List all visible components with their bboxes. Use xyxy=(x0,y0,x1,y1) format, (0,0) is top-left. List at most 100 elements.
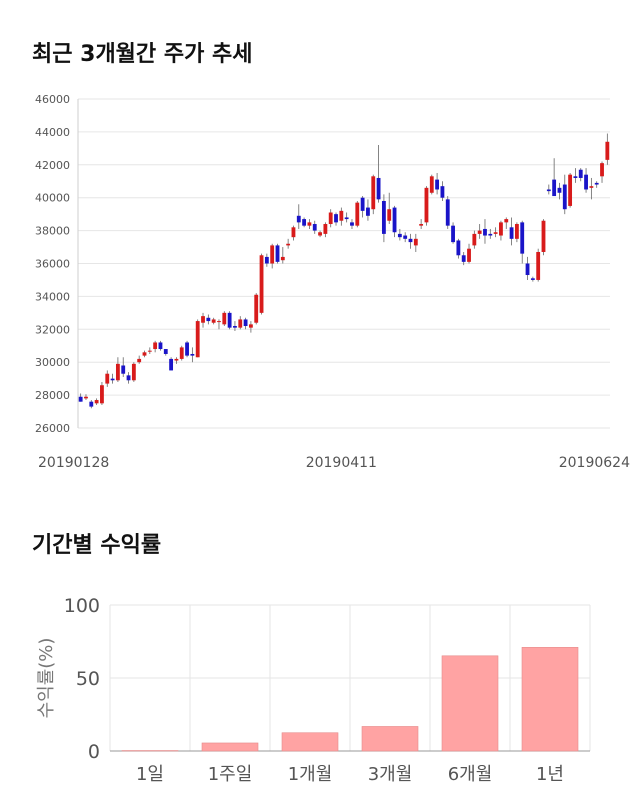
candle-body xyxy=(126,375,131,381)
candle-body xyxy=(376,177,381,200)
y-tick-label: 36000 xyxy=(35,258,70,271)
price-chart-title: 최근 3개월간 주가 추세 xyxy=(32,42,253,67)
candle-body xyxy=(243,319,248,327)
y-tick-label: 40000 xyxy=(35,192,70,205)
candle-body xyxy=(440,186,445,198)
x-tick-label: 1주일 xyxy=(208,764,253,785)
candle-body xyxy=(291,227,296,238)
candle-body xyxy=(94,400,99,404)
x-tick-label: 6개월 xyxy=(448,764,493,785)
x-tick-label: 20190128 xyxy=(38,455,109,471)
y-tick-label: 38000 xyxy=(35,225,70,238)
candle-body xyxy=(392,207,397,233)
candle-body xyxy=(350,222,354,226)
candle-body xyxy=(429,176,434,193)
candle-body xyxy=(328,212,333,225)
candle-body xyxy=(445,199,450,226)
x-tick-label: 20190624 xyxy=(559,455,630,471)
candle-body xyxy=(179,347,184,359)
candle-body xyxy=(339,210,344,221)
candle-body xyxy=(137,358,142,363)
candle-body xyxy=(286,243,291,246)
candlestick-chart: 26000 28000 30000 32000 34000 36000 38000 40000… xyxy=(35,93,630,471)
candle-body xyxy=(435,179,440,190)
candle-body xyxy=(201,316,205,323)
candle-body xyxy=(323,224,328,234)
candle-body xyxy=(84,396,88,399)
candle-body xyxy=(557,187,562,193)
candle-body xyxy=(403,235,408,239)
return-bar xyxy=(281,732,339,752)
candle-body xyxy=(195,321,200,358)
candle-body xyxy=(174,358,179,361)
candle-body xyxy=(153,342,158,350)
x-tick-label: 1년 xyxy=(536,764,564,785)
candle-body xyxy=(105,373,110,384)
candle-body xyxy=(264,256,269,264)
return-bar xyxy=(201,742,259,752)
candle-body xyxy=(158,342,163,350)
candle-body xyxy=(222,312,227,325)
candle-body xyxy=(413,238,418,246)
candle-body xyxy=(483,228,487,236)
candle-body xyxy=(381,200,386,234)
candle-body xyxy=(366,207,370,216)
candle-body xyxy=(211,319,216,323)
candle-body xyxy=(78,396,83,402)
candle-body xyxy=(488,233,493,236)
candle-body xyxy=(499,222,503,236)
candle-body xyxy=(307,222,312,226)
candle-body xyxy=(504,219,509,223)
candle-body xyxy=(312,224,317,231)
candle-body xyxy=(185,342,189,356)
candle-body xyxy=(594,182,599,185)
candle-body xyxy=(275,245,280,262)
candle-body xyxy=(552,179,557,197)
candle-body xyxy=(509,227,514,239)
candle-body xyxy=(589,186,594,188)
candle-body xyxy=(360,197,365,211)
candle-body xyxy=(387,209,392,221)
candle-body xyxy=(562,184,567,210)
candle-body xyxy=(514,224,519,239)
candle-body xyxy=(254,294,259,323)
y-tick-label: 34000 xyxy=(35,290,70,303)
y-tick-label: 44000 xyxy=(35,126,70,139)
candle-body xyxy=(546,189,551,192)
candle-body xyxy=(142,352,147,356)
return-bar xyxy=(361,726,419,752)
candle-body xyxy=(371,176,376,210)
y-tick-label: 46000 xyxy=(35,93,70,106)
candle-body xyxy=(190,353,195,356)
x-tick-label: 3개월 xyxy=(368,764,413,785)
candle-body xyxy=(520,222,525,254)
candle-body xyxy=(100,385,104,404)
returns-chart-title: 기간별 수익률 xyxy=(32,533,162,558)
y-tick-label: 42000 xyxy=(35,159,70,172)
x-tick-label: 20190411 xyxy=(306,455,377,471)
candle-body xyxy=(467,248,471,262)
return-bar xyxy=(521,647,579,752)
candle-body xyxy=(456,240,461,256)
candle-body xyxy=(600,163,604,177)
candle-body xyxy=(115,363,120,381)
candle-body xyxy=(525,263,530,276)
candle-body xyxy=(110,378,115,381)
candle-body xyxy=(89,401,94,407)
candle-body xyxy=(259,255,264,313)
candle-body xyxy=(424,187,429,223)
candle-body xyxy=(233,326,237,328)
candle-body xyxy=(541,220,546,252)
candle-body xyxy=(280,256,285,261)
candle-body xyxy=(147,350,152,352)
candle-body xyxy=(477,230,482,234)
candle-body xyxy=(121,365,126,374)
candle-body xyxy=(334,214,338,223)
candle-body xyxy=(206,317,211,322)
candle-body xyxy=(344,217,349,220)
candle-body xyxy=(217,321,221,323)
candle-body xyxy=(451,225,455,243)
x-tick-label: 1일 xyxy=(136,764,164,785)
candle-body xyxy=(419,224,424,226)
